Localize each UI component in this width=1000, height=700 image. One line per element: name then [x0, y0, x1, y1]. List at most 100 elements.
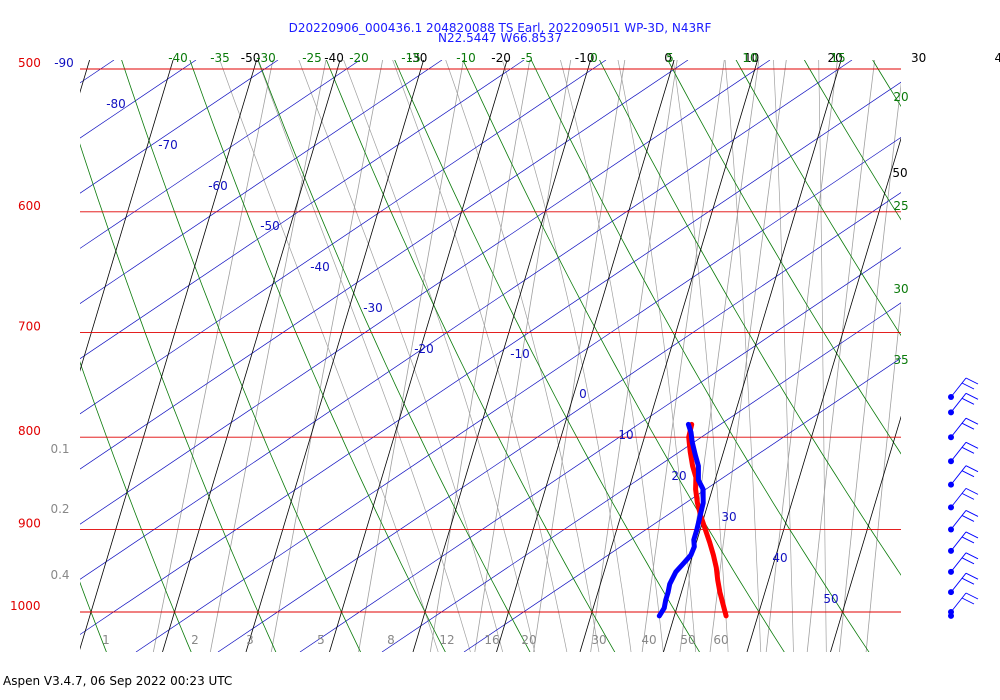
moist-adiabat-label: 30 [721, 510, 736, 524]
dry-adiabat-label: 10 [742, 51, 757, 65]
moist-adiabat-line [445, 60, 600, 652]
moist-adiabat-line [80, 60, 525, 360]
mixing-ratio-line [765, 60, 838, 652]
moist-adiabat-label: 0 [579, 387, 587, 401]
dry-adiabat-label: 25 [893, 199, 908, 213]
isotherm-line [746, 137, 901, 652]
mixing-ratio-line [358, 60, 464, 652]
isotherm-line [80, 60, 90, 94]
moist-adiabat-line [80, 60, 279, 194]
isobar-label: 1000 [10, 599, 41, 613]
dry-adiabat-line [394, 60, 700, 652]
wind-barb-flag [965, 510, 979, 517]
dry-adiabat-label: -25 [302, 51, 322, 65]
moist-adiabat-line [818, 60, 827, 652]
isotherm-label: 0 [664, 51, 672, 65]
mixing-ratio-line [865, 301, 901, 652]
wind-barb-flag [961, 422, 975, 430]
wind-barb-staff [950, 572, 967, 593]
footer-version: Aspen V3.4.7, 06 Sep 2022 00:23 UTC [3, 674, 233, 688]
moist-adiabat-line [463, 357, 901, 652]
moist-adiabat-line [135, 136, 901, 652]
dry-adiabat-line [667, 60, 901, 455]
moist-adiabat-line [392, 60, 568, 652]
wind-barb-staff [950, 377, 967, 398]
mixing-ratio-label: 5 [317, 633, 325, 647]
wind-barb-staff [950, 592, 967, 613]
wind-barb-staff [950, 552, 967, 573]
isobar-label: 500 [18, 56, 41, 70]
moist-adiabat-line [80, 60, 853, 580]
moist-adiabat-label: -70 [158, 138, 178, 152]
isotherm-label: -20 [491, 51, 511, 65]
dry-adiabat-line [80, 143, 277, 652]
sounding-profiles [656, 421, 729, 619]
wind-barb-flag [965, 531, 979, 539]
wind-barb-flag [961, 597, 975, 605]
moist-adiabat-line [299, 247, 901, 652]
moist-adiabat-label: 20 [671, 469, 686, 483]
mixing-ratio-label: 3 [246, 633, 254, 647]
moist-adiabat-label: 10 [618, 428, 633, 442]
dry-adiabat-line [189, 60, 446, 652]
isobar-label: 800 [18, 424, 41, 438]
isobars [80, 68, 901, 613]
isotherm-label: 40 [994, 51, 1000, 65]
mixing-ratio-label: 20 [521, 633, 536, 647]
moist-adiabat-label: -60 [208, 179, 228, 193]
wind-barb-flag [965, 592, 979, 600]
isotherm-label: 30 [911, 51, 926, 65]
wind-barb-flag [961, 557, 975, 565]
mixing-ratio-line [533, 60, 626, 652]
mixing-ratio-line [270, 60, 384, 652]
dry-adiabat-line [80, 361, 192, 652]
isotherm-line [579, 60, 758, 652]
isotherm-label: -10 [575, 51, 595, 65]
isotherms [80, 60, 901, 652]
dry-adiabat-line [530, 60, 870, 652]
wind-barb-flag [965, 552, 979, 560]
mixing-ratio-label: 60 [713, 633, 728, 647]
chart-title-line1: D20220906_000436.1 204820088 TS Earl, 20… [288, 21, 712, 35]
wind-barb-flag [965, 465, 979, 473]
moist-adiabat-line [672, 60, 729, 652]
moist-adiabat-line [298, 60, 504, 652]
isotherm-line [412, 60, 591, 652]
moist-adiabat-line [381, 302, 901, 652]
mixing-ratio-label: 30 [591, 633, 606, 647]
wind-barb-flag [961, 492, 975, 500]
dry-adiabat-label: 0 [590, 51, 598, 65]
isotherm-line [80, 60, 257, 651]
dry-adiabat-label: -30 [256, 51, 276, 65]
dry-adiabat-label: 30 [893, 282, 908, 296]
wind-barb-flag [965, 487, 979, 495]
isobar-label: 900 [18, 516, 41, 530]
wind-barb-staff [950, 531, 967, 552]
isobar-label: 700 [18, 320, 41, 334]
wind-barb-staff [950, 488, 967, 508]
wind-barb-flag [965, 377, 979, 385]
moist-adiabat-line [80, 60, 607, 415]
mixing-ratio-lines [152, 60, 901, 652]
wind-barb-flag [961, 397, 975, 405]
isotherm-line [329, 60, 508, 652]
mixing-ratio-line [152, 60, 274, 652]
wind-barb-staff [950, 442, 967, 462]
moist-adiabat-line [501, 60, 632, 652]
mixing-ratio-label: 12 [439, 633, 454, 647]
isotherm-line [496, 60, 675, 652]
isotherm-label: -30 [408, 51, 428, 65]
dry-adiabat-line [599, 60, 901, 576]
isotherm-label: -50 [241, 51, 261, 65]
dry-adiabat-label: 35 [893, 353, 908, 367]
mixing-ratio-line [679, 60, 760, 652]
dry-adiabat-line [803, 60, 901, 221]
dry-adiabat-label: -40 [168, 51, 188, 65]
dry-adiabat-label: 5 [666, 51, 674, 65]
dewpoint-profile [656, 421, 706, 619]
dry-adiabat-line [927, 37, 1000, 658]
moist-adiabat-line [80, 81, 901, 635]
moist-adiabat-label: -40 [310, 260, 330, 274]
